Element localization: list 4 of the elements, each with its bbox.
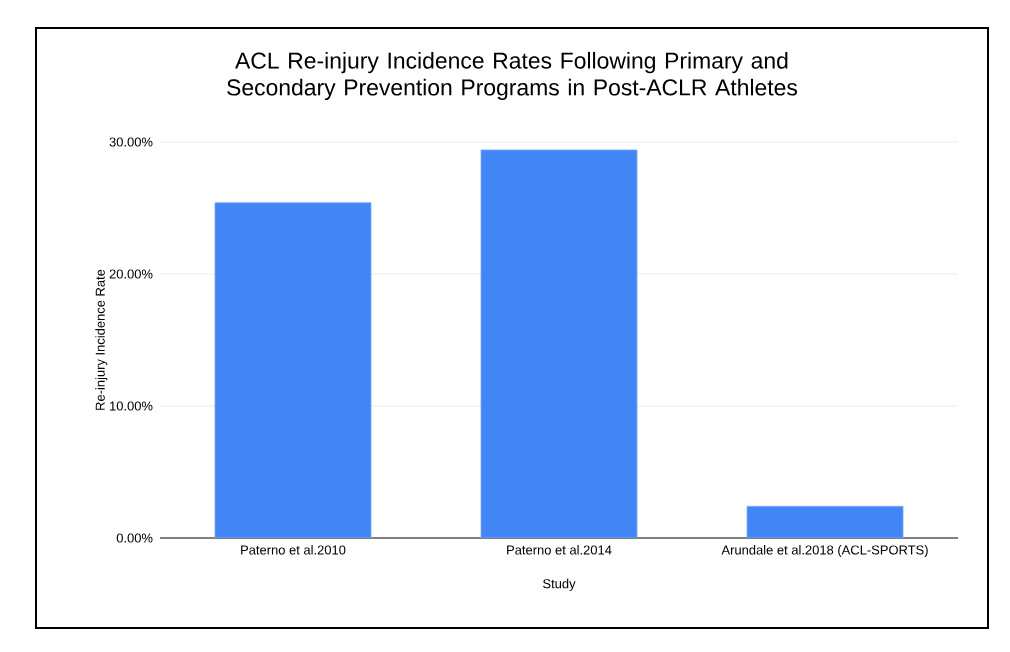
bar [746, 505, 904, 538]
bar [480, 149, 638, 538]
chart-title: ACL Re-injury Incidence Rates Following Primary and Secondary Prevention Programs in Post-ACLR Athletes [227, 51, 798, 101]
bar [214, 202, 372, 538]
